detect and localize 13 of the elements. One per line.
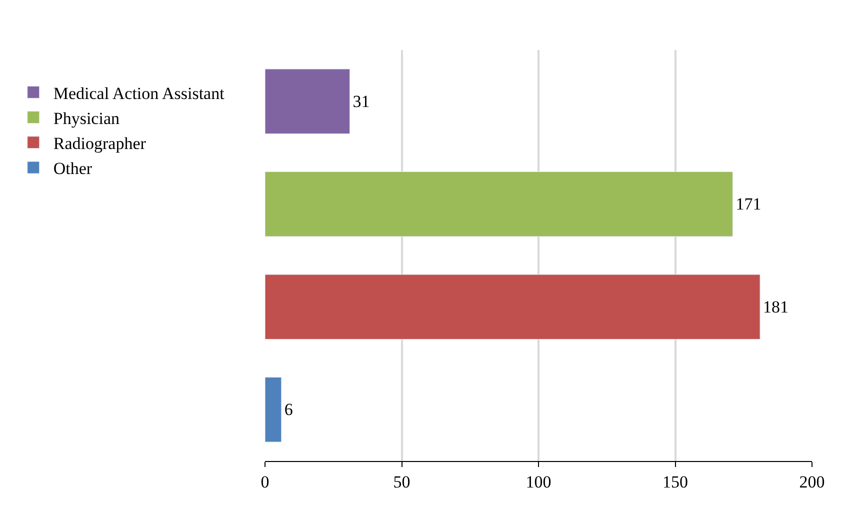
x-tick-label: 50 [393, 472, 410, 492]
x-tick-label: 200 [799, 472, 825, 492]
data-label: 6 [284, 400, 293, 420]
legend-label: Other [53, 159, 92, 178]
data-label: 31 [352, 92, 370, 111]
data-label: 171 [736, 194, 762, 214]
legend-label: Medical Action Assistant [53, 84, 225, 103]
x-tick-label: 0 [260, 472, 270, 492]
legend-label: Radiographer [53, 134, 146, 154]
x-tick-label: 150 [662, 472, 688, 492]
x-tick-label: 100 [526, 472, 552, 492]
data-label: 181 [763, 297, 789, 316]
legend-label: Physician [53, 108, 120, 128]
